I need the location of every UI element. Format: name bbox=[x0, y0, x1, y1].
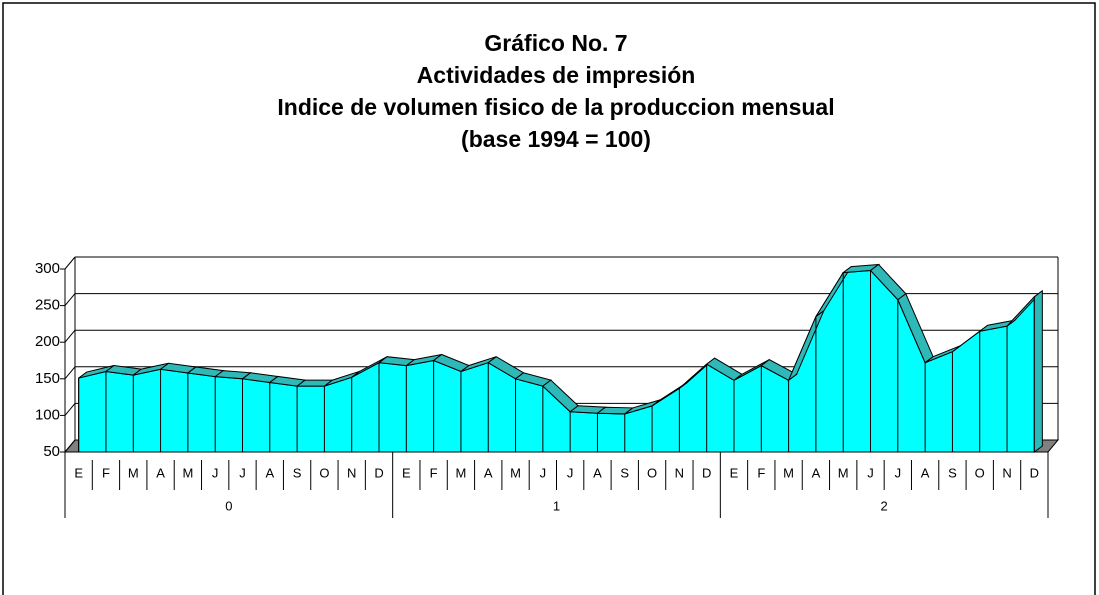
y-tick-depth bbox=[64, 366, 76, 380]
x-tick-label: A bbox=[921, 465, 930, 480]
x-tick-label: J bbox=[540, 465, 547, 480]
x-tick-label: J bbox=[867, 465, 874, 480]
x-group-label: 1 bbox=[553, 498, 560, 513]
x-tick-label: A bbox=[484, 465, 493, 480]
chart-title: (base 1994 = 100) bbox=[461, 126, 651, 152]
area-side bbox=[1033, 289, 1043, 453]
x-tick-label: M bbox=[182, 465, 193, 480]
chart-title: Actividades de impresión bbox=[417, 62, 696, 88]
x-tick-label: J bbox=[212, 465, 219, 480]
y-tick-label: 50 bbox=[43, 443, 60, 460]
x-tick-label: N bbox=[1002, 465, 1011, 480]
x-tick-label: E bbox=[402, 465, 411, 480]
x-tick-label: F bbox=[757, 465, 765, 480]
x-tick-label: A bbox=[265, 465, 274, 480]
x-tick-label: F bbox=[102, 465, 110, 480]
y-tick-depth bbox=[64, 256, 76, 270]
x-tick-label: D bbox=[702, 465, 711, 480]
x-tick-label: M bbox=[783, 465, 794, 480]
x-tick-label: F bbox=[430, 465, 438, 480]
x-tick-label: O bbox=[647, 465, 657, 480]
x-tick-label: J bbox=[567, 465, 574, 480]
x-tick-label: S bbox=[293, 465, 302, 480]
x-tick-label: M bbox=[128, 465, 139, 480]
area bbox=[78, 269, 1035, 453]
x-group-label: 2 bbox=[881, 498, 888, 513]
y-tick-depth bbox=[64, 293, 76, 306]
x-tick-label: S bbox=[948, 465, 957, 480]
x-tick-label: D bbox=[1030, 465, 1039, 480]
x-group-label: 0 bbox=[225, 498, 232, 513]
x-tick-label: M bbox=[510, 465, 521, 480]
x-tick-label: A bbox=[156, 465, 165, 480]
y-tick-depth bbox=[64, 439, 76, 453]
y-tick-label: 300 bbox=[35, 260, 60, 277]
chart-title: Indice de volumen fisico de la produccio… bbox=[277, 94, 834, 120]
y-tick-depth bbox=[64, 329, 76, 343]
x-tick-label: S bbox=[620, 465, 629, 480]
chart-title: Gráfico No. 7 bbox=[484, 30, 627, 56]
x-tick-label: J bbox=[239, 465, 246, 480]
x-tick-label: M bbox=[838, 465, 849, 480]
x-tick-label: A bbox=[593, 465, 602, 480]
x-tick-label: M bbox=[456, 465, 467, 480]
x-tick-label: E bbox=[730, 465, 739, 480]
x-tick-label: N bbox=[347, 465, 356, 480]
x-tick-label: O bbox=[319, 465, 329, 480]
y-tick-label: 100 bbox=[35, 406, 60, 423]
x-tick-label: A bbox=[812, 465, 821, 480]
y-tick-label: 250 bbox=[35, 297, 60, 314]
y-tick-label: 150 bbox=[35, 370, 60, 387]
x-tick-label: E bbox=[74, 465, 83, 480]
x-tick-label: O bbox=[975, 465, 985, 480]
x-tick-label: N bbox=[675, 465, 684, 480]
x-tick-label: J bbox=[895, 465, 902, 480]
x-tick-label: D bbox=[374, 465, 383, 480]
y-tick-label: 200 bbox=[35, 333, 60, 350]
y-tick-depth bbox=[64, 403, 76, 416]
